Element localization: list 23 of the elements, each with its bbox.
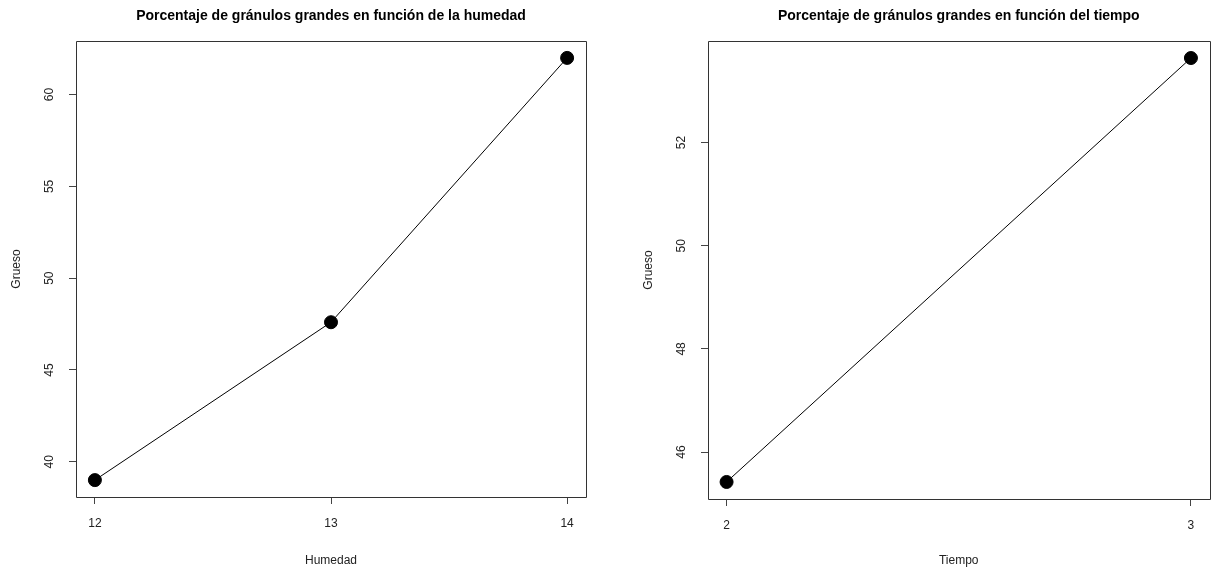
point xyxy=(560,50,575,65)
y-tick-label: 40 xyxy=(42,454,57,469)
x-tick-label: 2 xyxy=(723,517,731,532)
y-tick-label: 45 xyxy=(42,362,57,377)
x-tick-label: 14 xyxy=(560,515,575,530)
point xyxy=(324,315,338,330)
x-tick-label: 13 xyxy=(324,515,338,530)
chart-title: Porcentaje de gránulos grandes en función del tiempo xyxy=(777,6,1140,23)
x-tick-label: 3 xyxy=(1187,517,1195,532)
y-tick-label: 52 xyxy=(674,135,689,150)
y-tick-label: 60 xyxy=(42,87,57,102)
y-tick-label: 50 xyxy=(674,238,689,253)
chart-title: Porcentaje de gránulos grandes en función de la humedad xyxy=(136,6,526,23)
y-axis-title: Grueso xyxy=(641,250,656,290)
y-tick-label: 50 xyxy=(42,271,57,285)
x-tick-label: 12 xyxy=(88,515,102,530)
y-tick-label: 46 xyxy=(674,445,689,459)
x-axis-title: Tiempo xyxy=(938,553,979,568)
y-axis-title: Grueso xyxy=(9,249,24,289)
x-axis-title: Humedad xyxy=(304,553,358,568)
point xyxy=(87,473,102,488)
y-tick-label: 55 xyxy=(42,179,57,194)
y-tick-label: 48 xyxy=(674,341,689,356)
